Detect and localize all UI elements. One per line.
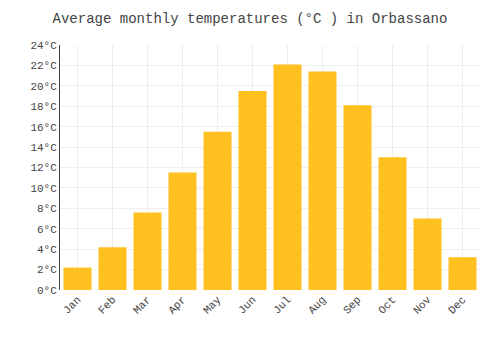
svg-text:Jul: Jul xyxy=(271,294,293,316)
svg-text:24°C: 24°C xyxy=(30,40,57,52)
svg-text:Apr: Apr xyxy=(166,294,188,316)
svg-text:Oct: Oct xyxy=(376,294,398,316)
svg-text:14°C: 14°C xyxy=(30,142,57,154)
svg-text:16°C: 16°C xyxy=(30,122,57,134)
svg-text:Aug: Aug xyxy=(306,294,328,316)
svg-text:10°C: 10°C xyxy=(30,183,57,195)
svg-text:Mar: Mar xyxy=(131,294,153,316)
svg-text:0°C: 0°C xyxy=(37,285,57,297)
svg-text:Average monthly temperatures (: Average monthly temperatures (°C ) in Or… xyxy=(53,11,448,27)
svg-text:2°C: 2°C xyxy=(37,264,57,276)
svg-text:Dec: Dec xyxy=(446,294,468,316)
svg-text:Feb: Feb xyxy=(96,294,118,316)
svg-text:12°C: 12°C xyxy=(30,162,57,174)
svg-text:8°C: 8°C xyxy=(37,203,57,215)
svg-text:Sep: Sep xyxy=(341,294,363,316)
svg-text:Jun: Jun xyxy=(236,294,258,316)
svg-text:20°C: 20°C xyxy=(30,81,57,93)
svg-text:6°C: 6°C xyxy=(37,224,57,236)
svg-text:Jan: Jan xyxy=(61,294,83,316)
svg-text:Nov: Nov xyxy=(411,294,434,317)
svg-text:May: May xyxy=(201,294,224,317)
svg-text:22°C: 22°C xyxy=(30,60,57,72)
svg-text:4°C: 4°C xyxy=(37,244,57,256)
svg-text:18°C: 18°C xyxy=(30,101,57,113)
